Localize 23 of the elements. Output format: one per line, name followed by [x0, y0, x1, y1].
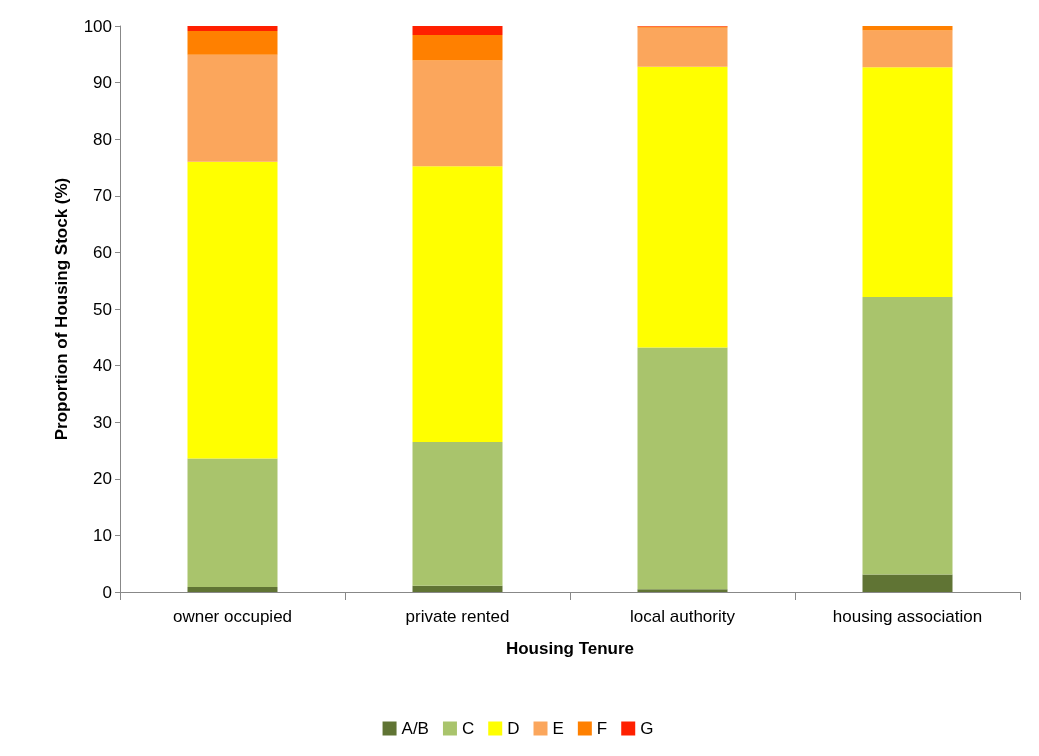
y-tick-label: 60 [93, 242, 112, 262]
x-tick-label: housing association [832, 607, 983, 626]
x-tick-label: private rented [405, 607, 510, 626]
y-tick-label: 100 [83, 16, 112, 36]
y-tick-label: 10 [93, 525, 112, 545]
y-tick-label: 0 [102, 582, 112, 602]
legend-label: E [552, 719, 564, 738]
legend-label: G [640, 719, 654, 738]
legend-label: F [596, 719, 608, 738]
legend-label: D [507, 719, 520, 738]
legend-label: A/B [401, 719, 429, 738]
y-tick-label: 20 [93, 469, 112, 489]
y-tick-label: 40 [93, 356, 112, 376]
x-tick-label: owner occupied [172, 607, 293, 626]
y-tick-label: 90 [93, 73, 112, 93]
y-tick-label: 50 [93, 299, 112, 319]
x-tick-label: local authority [630, 607, 736, 626]
y-tick-label: 70 [93, 186, 112, 206]
y-axis-title: Proportion of Housing Stock (%) [52, 177, 71, 441]
y-tick-label: 30 [93, 412, 112, 432]
y-tick-label: 80 [93, 129, 112, 149]
legend-label: C [461, 719, 475, 738]
x-axis-title: Housing Tenure [505, 639, 635, 658]
